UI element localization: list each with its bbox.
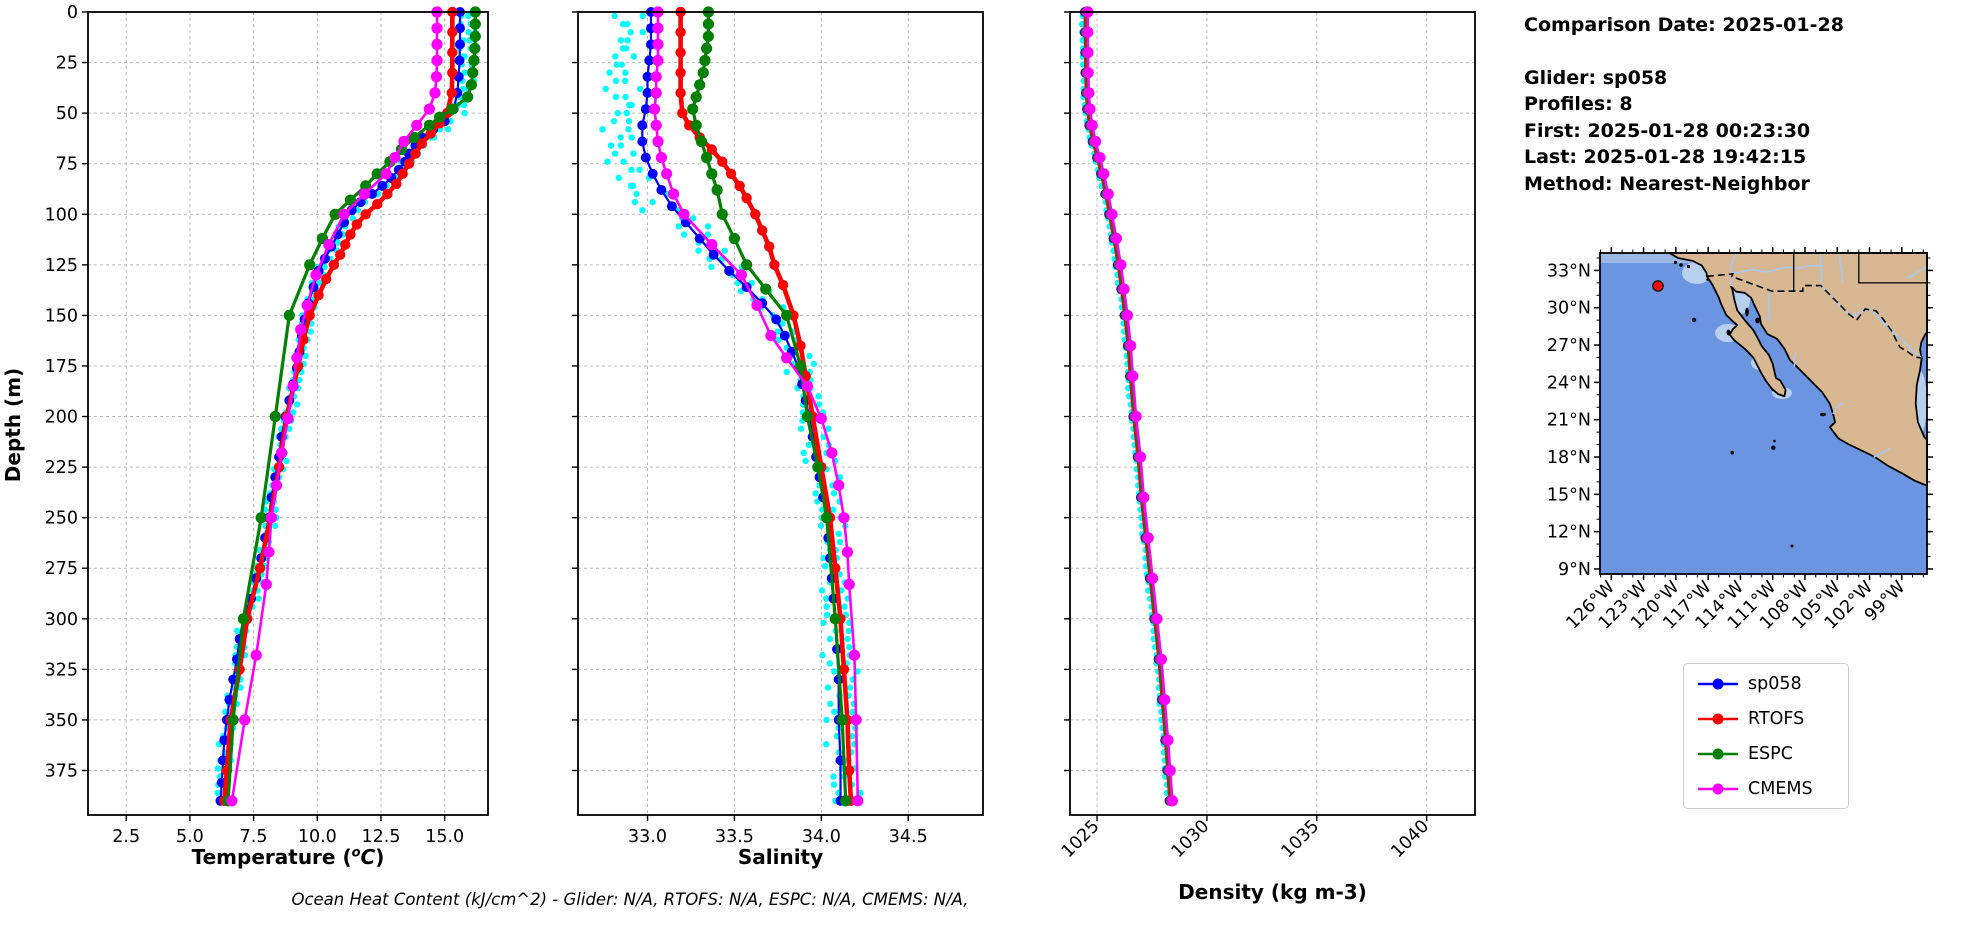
svg-text:34.0: 34.0 — [802, 827, 841, 847]
svg-text:1035: 1035 — [1278, 816, 1324, 862]
map-lat-label: 33°N — [1547, 261, 1591, 281]
map-us-mexico-border — [1706, 272, 1922, 359]
temperature-axis-label: Temperature (oC) — [191, 845, 385, 869]
legend-label: RTOFS — [1748, 708, 1805, 729]
map-lat-label: 9°N — [1558, 560, 1591, 580]
panel-density: 1025 1030 1035 1040 — [1058, 6, 1476, 862]
svg-text:150: 150 — [45, 306, 78, 326]
svg-text:275: 275 — [45, 559, 78, 579]
map-ocean-north-band — [1600, 253, 1706, 263]
panel-salinity: 33.0 33.5 34.0 34.5 — [572, 6, 984, 847]
ocean-heat-content-note: Ocean Heat Content (kJ/cm^2) - Glider: N… — [291, 890, 969, 909]
legend-line-sample — [1698, 713, 1738, 724]
legend-label: ESPC — [1748, 743, 1793, 764]
svg-text:75: 75 — [56, 155, 78, 175]
svg-text:1025: 1025 — [1058, 816, 1104, 862]
info-panel: Comparison Date: 2025-01-28 Glider: sp05… — [1524, 12, 1844, 197]
profile-count: Profiles: 8 — [1524, 93, 1633, 115]
svg-text:300: 300 — [45, 610, 78, 630]
svg-text:0: 0 — [67, 3, 78, 23]
series-CMEMS — [226, 6, 443, 807]
first-profile-time: First: 2025-01-28 00:23:30 — [1524, 119, 1811, 142]
map-lat-label: 15°N — [1547, 485, 1591, 505]
legend-line-sample — [1698, 678, 1738, 689]
series-sp058 — [637, 7, 846, 806]
svg-text:12.5: 12.5 — [362, 827, 401, 847]
svg-text:25: 25 — [56, 54, 78, 74]
legend-label: sp058 — [1748, 673, 1802, 694]
series-CMEMS — [648, 6, 864, 807]
legend: sp058 RTOFS ESPC CMEMS — [1683, 663, 1849, 809]
method: Method: Nearest-Neighbor — [1524, 172, 1810, 195]
map-lat-label: 30°N — [1547, 299, 1591, 319]
map-frame — [1599, 252, 1928, 575]
comparison-date: Comparison Date: 2025-01-28 — [1524, 14, 1844, 36]
svg-text:50: 50 — [56, 104, 78, 124]
svg-text:2.5: 2.5 — [112, 827, 140, 847]
panel-temperature: 2.5 5.0 7.5 10.0 12.5 15.0 0 25 50 75 100 125 150 175… — [45, 3, 489, 847]
svg-text:125: 125 — [45, 256, 78, 276]
svg-text:375: 375 — [45, 762, 78, 782]
legend-entry-CMEMS: CMEMS — [1684, 774, 1848, 804]
glider-name: Glider: sp058 — [1524, 66, 1668, 89]
svg-text:200: 200 — [45, 408, 78, 428]
svg-text:33.5: 33.5 — [715, 827, 754, 847]
series-CMEMS — [1082, 6, 1178, 807]
map-state-borders — [1793, 253, 1927, 292]
svg-text:325: 325 — [45, 660, 78, 680]
legend-entry-ESPC: ESPC — [1684, 739, 1848, 769]
glider-raw-scatter — [599, 12, 864, 804]
map-islands — [1673, 260, 1826, 548]
map-lat-label: 21°N — [1547, 411, 1591, 431]
legend-entry-sp058: sp058 — [1684, 669, 1848, 699]
svg-text:7.5: 7.5 — [240, 827, 268, 847]
map-lat-label: 18°N — [1547, 448, 1591, 468]
map-lat-label: 27°N — [1547, 336, 1591, 356]
svg-text:225: 225 — [45, 458, 78, 478]
depth-axis-label: Depth (m) — [1, 367, 25, 483]
last-profile-time: Last: 2025-01-28 19:42:15 — [1524, 146, 1807, 168]
svg-text:15.0: 15.0 — [425, 827, 464, 847]
legend-line-sample — [1698, 783, 1738, 794]
map-lat-label: 24°N — [1547, 373, 1591, 393]
density-axis-label: Density (kg m-3) — [1178, 880, 1367, 904]
glider-raw-scatter — [214, 12, 479, 804]
svg-text:175: 175 — [45, 357, 78, 377]
svg-text:100: 100 — [45, 205, 78, 225]
svg-text:350: 350 — [45, 711, 78, 731]
location-map: 33°N30°N27°N24°N21°N18°N15°N12°N9°N126°W… — [1547, 247, 1933, 634]
svg-text:10.0: 10.0 — [298, 827, 337, 847]
legend-entry-RTOFS: RTOFS — [1684, 704, 1848, 734]
svg-text:34.5: 34.5 — [889, 827, 928, 847]
svg-text:250: 250 — [45, 509, 78, 529]
series-ESPC — [687, 6, 852, 807]
legend-label: CMEMS — [1748, 778, 1813, 799]
salinity-axis-label: Salinity — [737, 845, 824, 869]
legend-line-sample — [1698, 748, 1738, 759]
svg-text:1030: 1030 — [1168, 816, 1214, 862]
svg-text:1040: 1040 — [1388, 816, 1434, 862]
svg-text:33.0: 33.0 — [628, 827, 667, 847]
glider-position-marker — [1652, 280, 1664, 292]
svg-text:5.0: 5.0 — [176, 827, 204, 847]
map-lat-label: 12°N — [1547, 523, 1591, 543]
